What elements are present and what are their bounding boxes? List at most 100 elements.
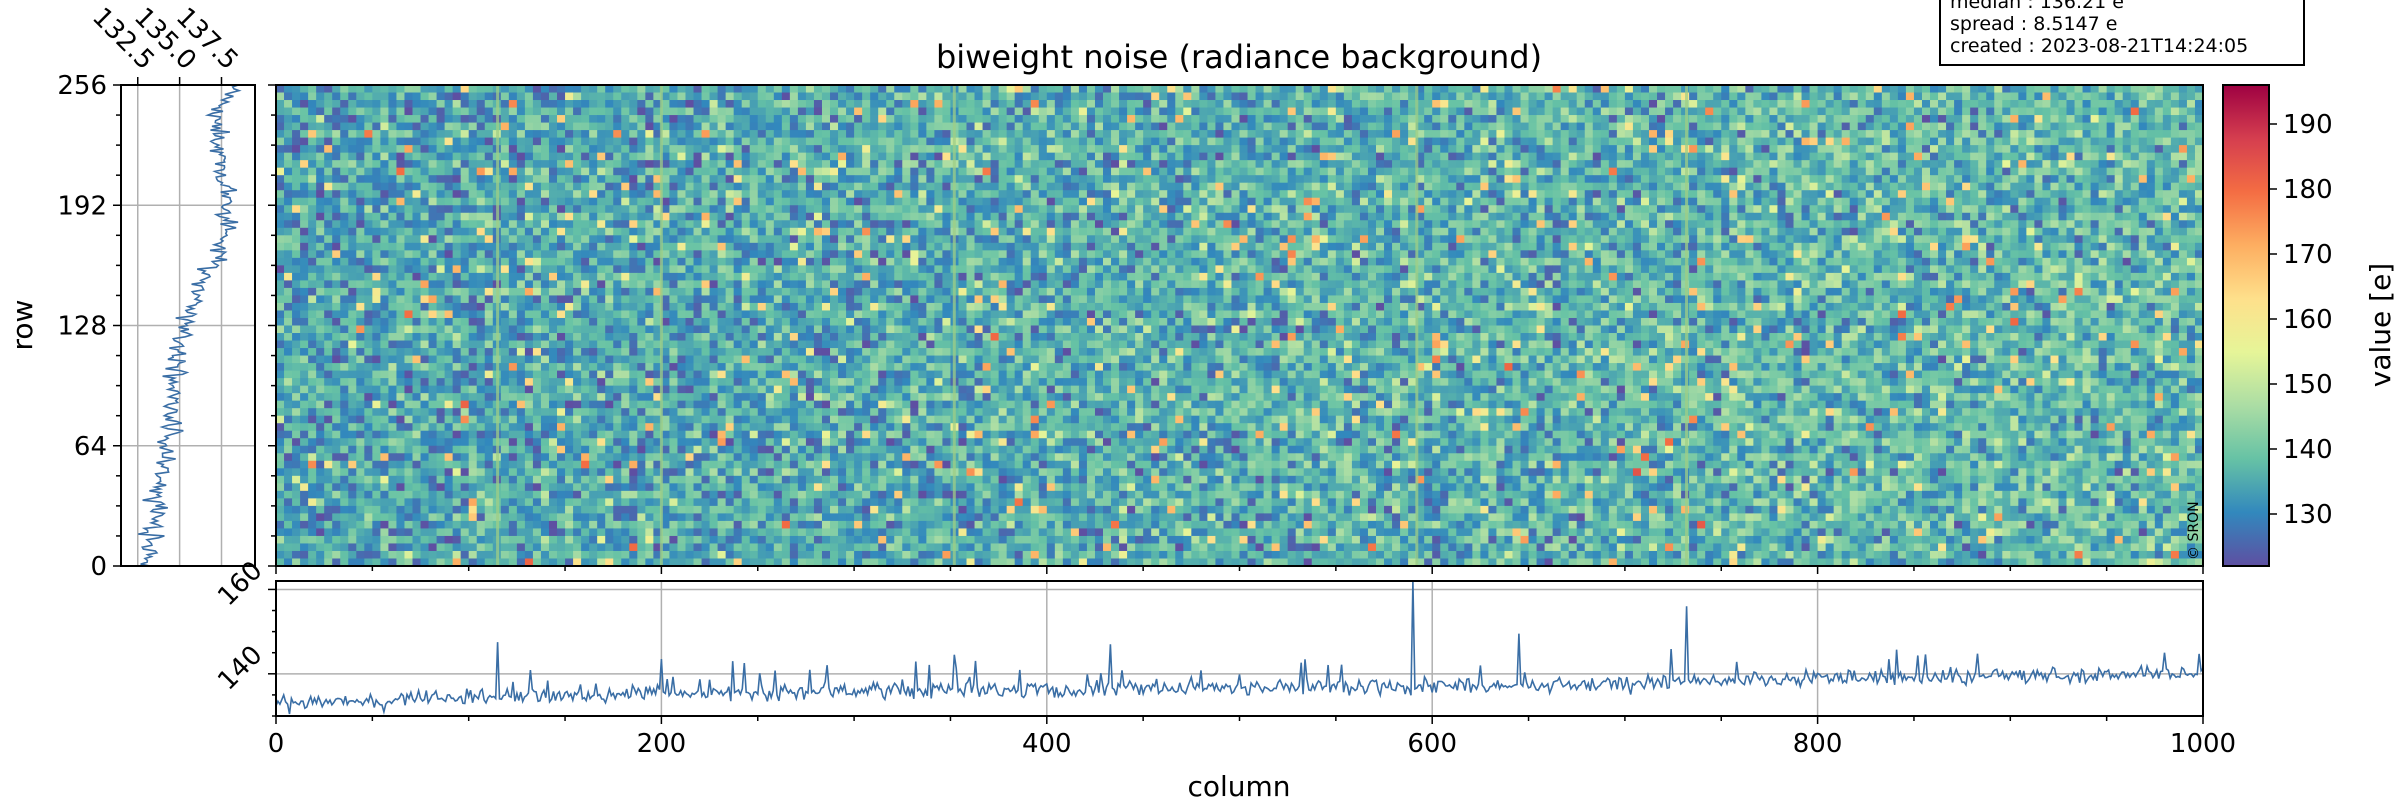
heatmap-cell	[781, 152, 791, 161]
heatmap-cell	[653, 107, 662, 116]
heatmap-cell	[1408, 182, 1417, 191]
heatmap-cell	[324, 160, 333, 169]
heatmap-cell	[2106, 167, 2116, 176]
heatmap-cell	[348, 92, 357, 101]
heatmap-cell	[1223, 100, 1232, 108]
heatmap-cell	[2170, 175, 2180, 184]
heatmap-cell	[1705, 145, 1714, 154]
heatmap-cell	[725, 85, 735, 93]
heatmap-cell	[878, 167, 887, 176]
heatmap-cell	[557, 175, 566, 184]
heatmap-cell	[1889, 100, 1899, 108]
heatmap-cell	[1697, 130, 1706, 139]
heatmap-cell	[1994, 122, 2003, 131]
heatmap-cell	[1496, 167, 1505, 176]
heatmap-cell	[1408, 235, 1417, 244]
heatmap-cell	[1103, 130, 1112, 139]
heatmap-cell	[870, 175, 879, 184]
heatmap-cell	[1648, 235, 1658, 244]
heatmap-cell	[1657, 115, 1666, 123]
heatmap-cell	[1103, 205, 1112, 214]
heatmap-cell	[1183, 235, 1192, 244]
heatmap-cell	[2026, 145, 2035, 154]
heatmap-cell	[1761, 160, 1770, 169]
heatmap-cell	[1793, 175, 1802, 184]
heatmap-cell	[1384, 137, 1393, 146]
heatmap-cell	[2194, 190, 2204, 199]
heatmap-cell	[1392, 227, 1401, 236]
heatmap-cell	[1038, 205, 1048, 214]
heatmap-cell	[709, 137, 719, 146]
heatmap-cell	[1191, 122, 1200, 131]
heatmap-cell	[1496, 122, 1505, 131]
heatmap-cell	[396, 175, 405, 184]
heatmap-cell	[2122, 130, 2132, 139]
heatmap-cell	[1392, 205, 1401, 214]
heatmap-cell	[733, 160, 743, 169]
heatmap-cell	[1986, 92, 1995, 101]
heatmap-cell	[1713, 130, 1722, 139]
heatmap-cell	[1962, 100, 1971, 108]
heatmap-cell	[1207, 107, 1216, 116]
heatmap-cell	[1841, 220, 1851, 229]
heatmap-cell	[1295, 227, 1305, 236]
heatmap-cell	[1014, 227, 1024, 236]
heatmap-cell	[1030, 197, 1040, 206]
heatmap-cell	[1223, 145, 1232, 154]
heatmap-cell	[1488, 130, 1497, 139]
heatmap-cell	[990, 205, 1000, 214]
heatmap-cell	[1857, 182, 1867, 191]
heatmap-cell	[653, 190, 662, 199]
heatmap-cell	[460, 115, 470, 123]
heatmap-cell	[982, 107, 991, 116]
heatmap-cell	[1247, 205, 1256, 214]
heatmap-cell	[2170, 220, 2180, 229]
heatmap-cell	[2130, 137, 2140, 146]
heatmap-cell	[749, 212, 759, 221]
heatmap-cell	[1994, 115, 2003, 123]
heatmap-cell	[1528, 85, 1537, 93]
heatmap-cell	[1472, 205, 1481, 214]
heatmap-cell	[308, 182, 317, 191]
heatmap-cell	[709, 182, 719, 191]
heatmap-cell	[1030, 220, 1040, 229]
heatmap-cell	[757, 92, 767, 101]
heatmap-cell	[2138, 160, 2148, 169]
heatmap-cell	[749, 107, 759, 116]
heatmap-cell	[878, 190, 887, 199]
heatmap-cell	[1408, 167, 1417, 176]
heatmap-cell	[821, 122, 831, 131]
heatmap-cell	[2114, 152, 2124, 161]
heatmap-cell	[1424, 220, 1433, 229]
heatmap-cell	[1552, 227, 1562, 236]
heatmap-cell	[1239, 130, 1248, 139]
heatmap-cell	[2186, 212, 2196, 221]
heatmap-cell	[1560, 92, 1570, 101]
heatmap-cell	[428, 85, 437, 93]
heatmap-cell	[1978, 212, 1987, 221]
heatmap-cell	[1038, 85, 1048, 93]
heatmap-cell	[1986, 115, 1995, 123]
heatmap-cell	[420, 115, 429, 123]
heatmap-cell	[372, 190, 381, 199]
heatmap-cell	[701, 152, 710, 161]
heatmap-cell	[789, 212, 799, 221]
heatmap-cell	[412, 220, 421, 229]
heatmap-cell	[1488, 160, 1497, 169]
heatmap-cell	[1086, 145, 1096, 154]
heatmap-cell	[444, 145, 454, 154]
heatmap-cell	[372, 100, 381, 108]
heatmap-cell	[789, 182, 799, 191]
heatmap-cell	[1263, 220, 1273, 229]
heatmap-cell	[428, 160, 437, 169]
heatmap-cell	[1143, 160, 1152, 169]
heatmap-cell	[862, 107, 871, 116]
heatmap-cell	[2130, 197, 2140, 206]
heatmap-cell	[1255, 205, 1264, 214]
heatmap-cell	[476, 160, 486, 169]
heatmap-cell	[1761, 190, 1770, 199]
heatmap-cell	[1038, 220, 1048, 229]
heatmap-cell	[1584, 130, 1594, 139]
heatmap-cell	[1311, 205, 1321, 214]
heatmap-cell	[2122, 160, 2132, 169]
